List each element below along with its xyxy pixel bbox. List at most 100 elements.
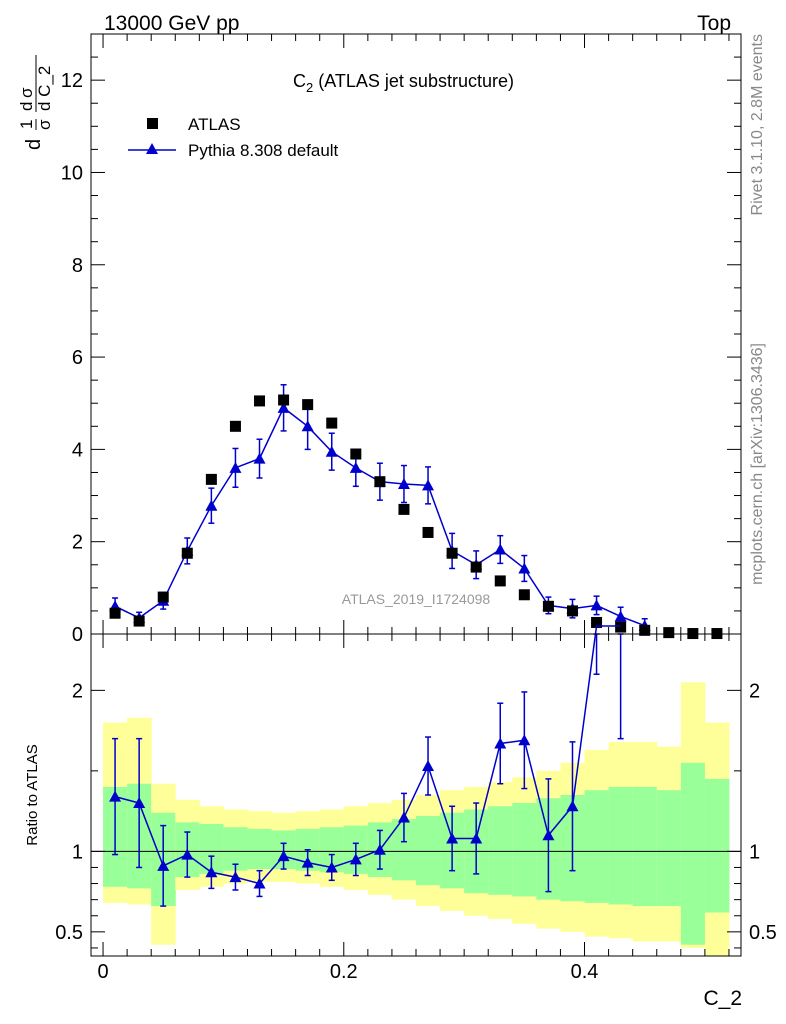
- top-ytick-label: 2: [72, 532, 83, 554]
- top-ytick-label: 12: [61, 70, 83, 92]
- ratio-point: [157, 859, 170, 871]
- ratio-point: [494, 737, 507, 749]
- atlas-point: [639, 624, 651, 636]
- xtick-label: 0.4: [571, 961, 599, 983]
- analysis-id: ATLAS_2019_I1724098: [342, 591, 491, 607]
- atlas-point: [278, 394, 290, 406]
- green-band: [608, 786, 634, 905]
- ylabel-den: d C_2: [35, 66, 54, 111]
- pythia-point: [325, 445, 338, 457]
- green-band: [488, 806, 513, 895]
- xtick-label: 0: [97, 961, 108, 983]
- atlas-point: [663, 627, 675, 639]
- pythia-point: [422, 479, 435, 491]
- pythia-point: [494, 543, 507, 555]
- header-left: 13000 GeV pp: [104, 12, 239, 35]
- ratio-point: [277, 850, 290, 862]
- atlas-point: [566, 605, 578, 617]
- ratio-point: [422, 760, 435, 772]
- ratio-point: [325, 861, 338, 873]
- green-band: [247, 828, 273, 870]
- legend-atlas-label: ATLAS: [188, 115, 241, 134]
- ratio-plot-panel: 0.5 0.5 1 1 2 2 0 0.2 0.4 Ratio to ATLAS C_2: [24, 625, 777, 1010]
- ratio-point: [446, 832, 459, 844]
- main-plot-panel: 0 2 4 6 8 10 12 C2 (ATLAS jet substructure) AT…: [17, 33, 742, 646]
- pythia-point: [229, 461, 242, 473]
- legend: ATLAS Pythia 8.308 default: [128, 115, 339, 160]
- atlas-point: [229, 420, 241, 432]
- ratio-y-axis-label: Ratio to ATLAS: [24, 744, 41, 845]
- green-band: [223, 827, 248, 871]
- atlas-point: [326, 417, 338, 429]
- ratio-ytick-label-right: 1: [749, 841, 760, 863]
- ratio-point: [470, 832, 483, 844]
- pythia-point: [349, 461, 362, 473]
- green-band: [656, 790, 682, 907]
- ratio-point: [301, 856, 314, 868]
- ratio-point: [229, 871, 242, 883]
- rivet-label: Rivet 3.1.10, 2.8M events: [749, 34, 766, 215]
- atlas-point: [615, 621, 627, 633]
- pythia-point: [590, 599, 603, 611]
- ratio-ytick-label-right: 2: [749, 680, 760, 702]
- atlas-point: [542, 600, 554, 612]
- ratio-ytick-label-right: 0.5: [749, 922, 777, 944]
- atlas-point: [157, 591, 169, 603]
- ratio-point: [542, 829, 555, 841]
- atlas-point: [494, 575, 506, 587]
- atlas-point: [518, 589, 530, 601]
- atlas-point: [422, 526, 434, 538]
- atlas-point: [350, 448, 362, 460]
- mcplots-label: mcplots.cern.ch [arXiv:1306.3436]: [749, 343, 766, 585]
- pythia-point: [397, 478, 410, 489]
- pythia-point: [614, 610, 627, 622]
- ylabel-s2: σ: [17, 87, 36, 98]
- legend-pythia-marker: [146, 143, 158, 154]
- atlas-point: [181, 547, 193, 559]
- atlas-point: [133, 615, 145, 627]
- ylabel-s1: σ: [35, 119, 54, 130]
- pythia-point: [253, 452, 266, 464]
- xtick-label: 0.2: [330, 961, 358, 983]
- atlas-point: [446, 547, 458, 559]
- top-ytick-label: 0: [72, 624, 83, 646]
- chart-title: C2 (ATLAS jet substructure): [293, 71, 514, 95]
- ratio-line: [114, 625, 621, 885]
- ratio-point: [397, 811, 410, 823]
- top-ytick-label: 4: [72, 439, 83, 461]
- ratio-point: [518, 734, 531, 746]
- ylabel-n1: 1: [17, 120, 36, 129]
- atlas-point: [374, 476, 386, 488]
- pythia-point: [518, 562, 531, 574]
- atlas-point: [398, 503, 410, 515]
- ylabel-n2: d: [17, 102, 36, 111]
- green-band: [704, 778, 730, 913]
- legend-pythia-label: Pythia 8.308 default: [188, 141, 339, 160]
- atlas-point: [302, 399, 314, 411]
- atlas-point: [205, 473, 217, 485]
- ratio-point: [253, 877, 266, 889]
- atlas-point: [254, 395, 266, 407]
- atlas-point: [591, 616, 603, 628]
- ratio-ytick-label: 0.5: [55, 922, 83, 944]
- legend-atlas-marker: [147, 118, 158, 129]
- ratio-ytick-label: 1: [72, 841, 83, 863]
- atlas-point: [470, 561, 482, 573]
- green-band: [416, 815, 441, 886]
- ratio-point: [205, 866, 218, 878]
- green-band: [632, 786, 658, 907]
- x-axis-label: C_2: [703, 987, 742, 1010]
- ratio-point: [133, 797, 146, 809]
- pythia-point: [301, 420, 314, 432]
- ratio-point: [109, 790, 122, 802]
- green-band: [512, 803, 537, 897]
- atlas-point: [109, 607, 121, 619]
- ratio-point: [181, 848, 194, 860]
- green-band: [584, 790, 610, 903]
- ratio-ytick-label: 2: [72, 680, 83, 702]
- ratio-point: [566, 800, 579, 812]
- top-ytick-label: 6: [72, 347, 83, 369]
- ratio-point: [373, 843, 386, 855]
- pythia-point: [277, 401, 290, 413]
